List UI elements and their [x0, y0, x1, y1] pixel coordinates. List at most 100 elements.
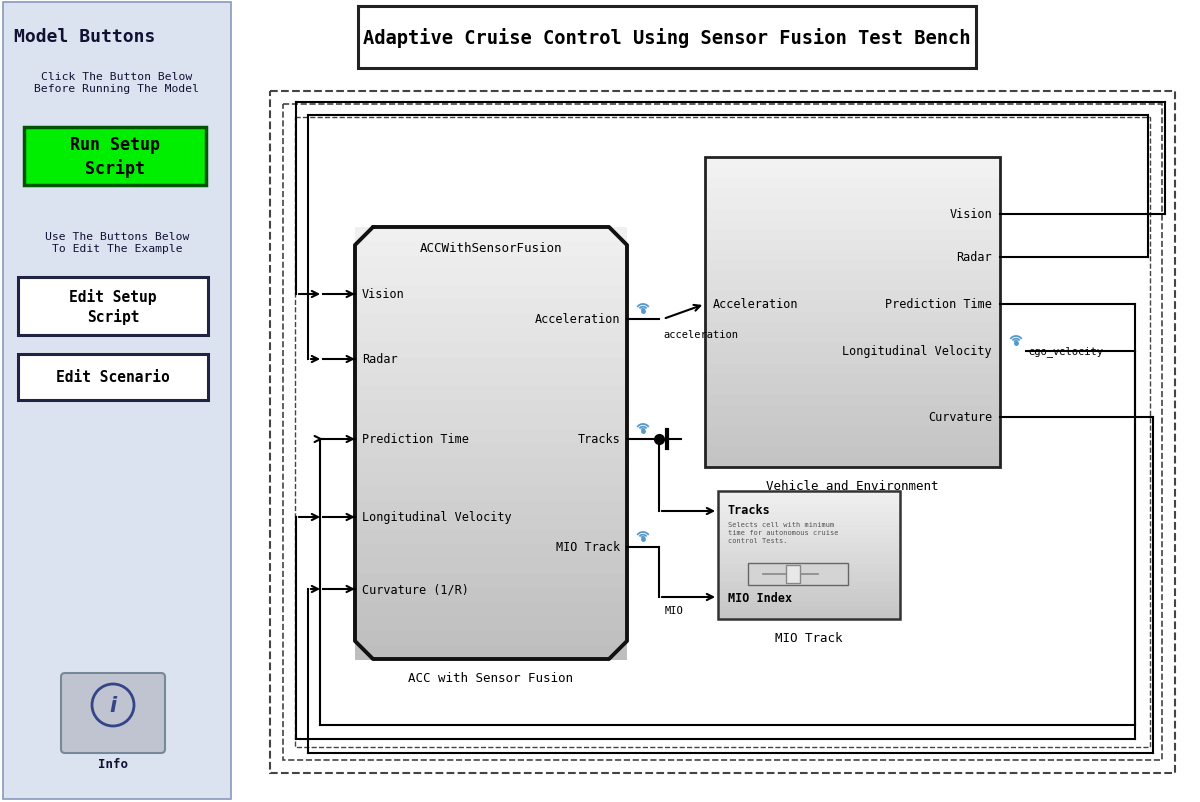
Bar — [355, 429, 628, 444]
Bar — [718, 581, 900, 585]
Bar — [355, 328, 628, 343]
Bar — [706, 457, 1000, 468]
Bar — [706, 209, 1000, 221]
Bar — [2, 3, 230, 799]
Bar — [355, 257, 628, 271]
Bar — [706, 241, 1000, 251]
Bar — [706, 220, 1000, 230]
Bar — [706, 168, 1000, 179]
Text: Radar: Radar — [956, 251, 992, 264]
Bar — [355, 458, 628, 472]
Bar — [718, 555, 900, 560]
Bar — [355, 228, 628, 242]
Bar — [718, 602, 900, 607]
FancyBboxPatch shape — [61, 673, 166, 753]
Bar — [718, 534, 900, 539]
Bar — [718, 496, 900, 500]
Bar — [706, 415, 1000, 427]
Text: Tracks: Tracks — [577, 433, 620, 446]
Bar — [355, 314, 628, 329]
Bar — [718, 598, 900, 602]
Bar — [355, 602, 628, 617]
Bar — [355, 242, 628, 257]
Bar — [718, 560, 900, 565]
Bar — [706, 251, 1000, 261]
Bar — [718, 512, 900, 517]
Bar — [355, 371, 628, 387]
Text: acceleration: acceleration — [662, 330, 738, 339]
Bar — [718, 577, 900, 581]
Bar — [355, 501, 628, 516]
Bar — [718, 547, 900, 552]
Bar — [355, 271, 628, 286]
Text: Edit Setup
Script: Edit Setup Script — [70, 289, 157, 325]
Bar — [24, 128, 206, 186]
Bar — [355, 286, 628, 300]
Text: Longitudinal Velocity: Longitudinal Velocity — [842, 345, 992, 358]
Bar — [355, 544, 628, 559]
Bar — [355, 630, 628, 646]
Text: Acceleration: Acceleration — [534, 313, 620, 326]
Text: Prediction Time: Prediction Time — [886, 298, 992, 311]
Text: Edit Scenario: Edit Scenario — [56, 370, 170, 385]
Bar — [706, 188, 1000, 200]
Bar — [718, 551, 900, 556]
Bar — [718, 542, 900, 547]
Text: ACCWithSensorFusion: ACCWithSensorFusion — [420, 241, 563, 255]
Bar — [718, 492, 900, 496]
Bar — [706, 343, 1000, 354]
Bar — [718, 593, 900, 598]
Text: ACC with Sensor Fusion: ACC with Sensor Fusion — [408, 671, 574, 684]
Bar — [355, 516, 628, 530]
Text: Adaptive Cruise Control Using Sensor Fusion Test Bench: Adaptive Cruise Control Using Sensor Fus… — [364, 28, 971, 48]
Text: MIO Index: MIO Index — [728, 591, 792, 604]
Bar — [355, 587, 628, 602]
Bar — [718, 517, 900, 522]
Bar — [18, 354, 208, 400]
Bar — [718, 564, 900, 569]
Text: Radar: Radar — [362, 353, 397, 366]
Bar — [355, 342, 628, 358]
Bar — [355, 300, 628, 314]
Bar — [718, 508, 900, 513]
Bar — [718, 521, 900, 526]
Bar — [706, 406, 1000, 416]
Bar — [355, 530, 628, 545]
Bar — [786, 565, 800, 583]
Bar — [706, 334, 1000, 344]
Bar — [706, 158, 1000, 468]
Text: MIO Track: MIO Track — [556, 541, 620, 554]
Text: i: i — [109, 695, 116, 715]
Bar — [355, 573, 628, 588]
Bar — [355, 415, 628, 430]
Text: Model Buttons: Model Buttons — [14, 28, 155, 46]
Bar — [706, 313, 1000, 323]
Bar — [355, 386, 628, 401]
Bar — [718, 568, 900, 573]
Bar — [706, 271, 1000, 282]
Bar — [355, 487, 628, 501]
Text: Run Setup
Script: Run Setup Script — [70, 136, 160, 177]
Bar — [283, 105, 1162, 760]
FancyBboxPatch shape — [358, 7, 976, 69]
Bar — [748, 563, 848, 585]
Bar — [706, 385, 1000, 395]
Text: Selects cell with minimum
time for autonomous cruise
control Tests.: Selects cell with minimum time for auton… — [728, 521, 839, 543]
Bar — [718, 606, 900, 611]
Bar — [706, 292, 1000, 303]
Text: MIO: MIO — [665, 606, 684, 615]
Bar — [706, 323, 1000, 334]
Bar — [706, 158, 1000, 168]
Text: Vision: Vision — [949, 209, 992, 221]
Bar — [355, 357, 628, 372]
Bar — [706, 178, 1000, 189]
Bar — [706, 436, 1000, 448]
Bar — [718, 585, 900, 590]
Text: Tracks: Tracks — [728, 504, 770, 516]
Bar — [355, 472, 628, 487]
Text: Acceleration: Acceleration — [713, 298, 798, 311]
Bar — [18, 277, 208, 335]
Text: Vehicle and Environment: Vehicle and Environment — [767, 480, 938, 492]
Bar — [270, 92, 1175, 773]
Bar — [718, 492, 900, 619]
